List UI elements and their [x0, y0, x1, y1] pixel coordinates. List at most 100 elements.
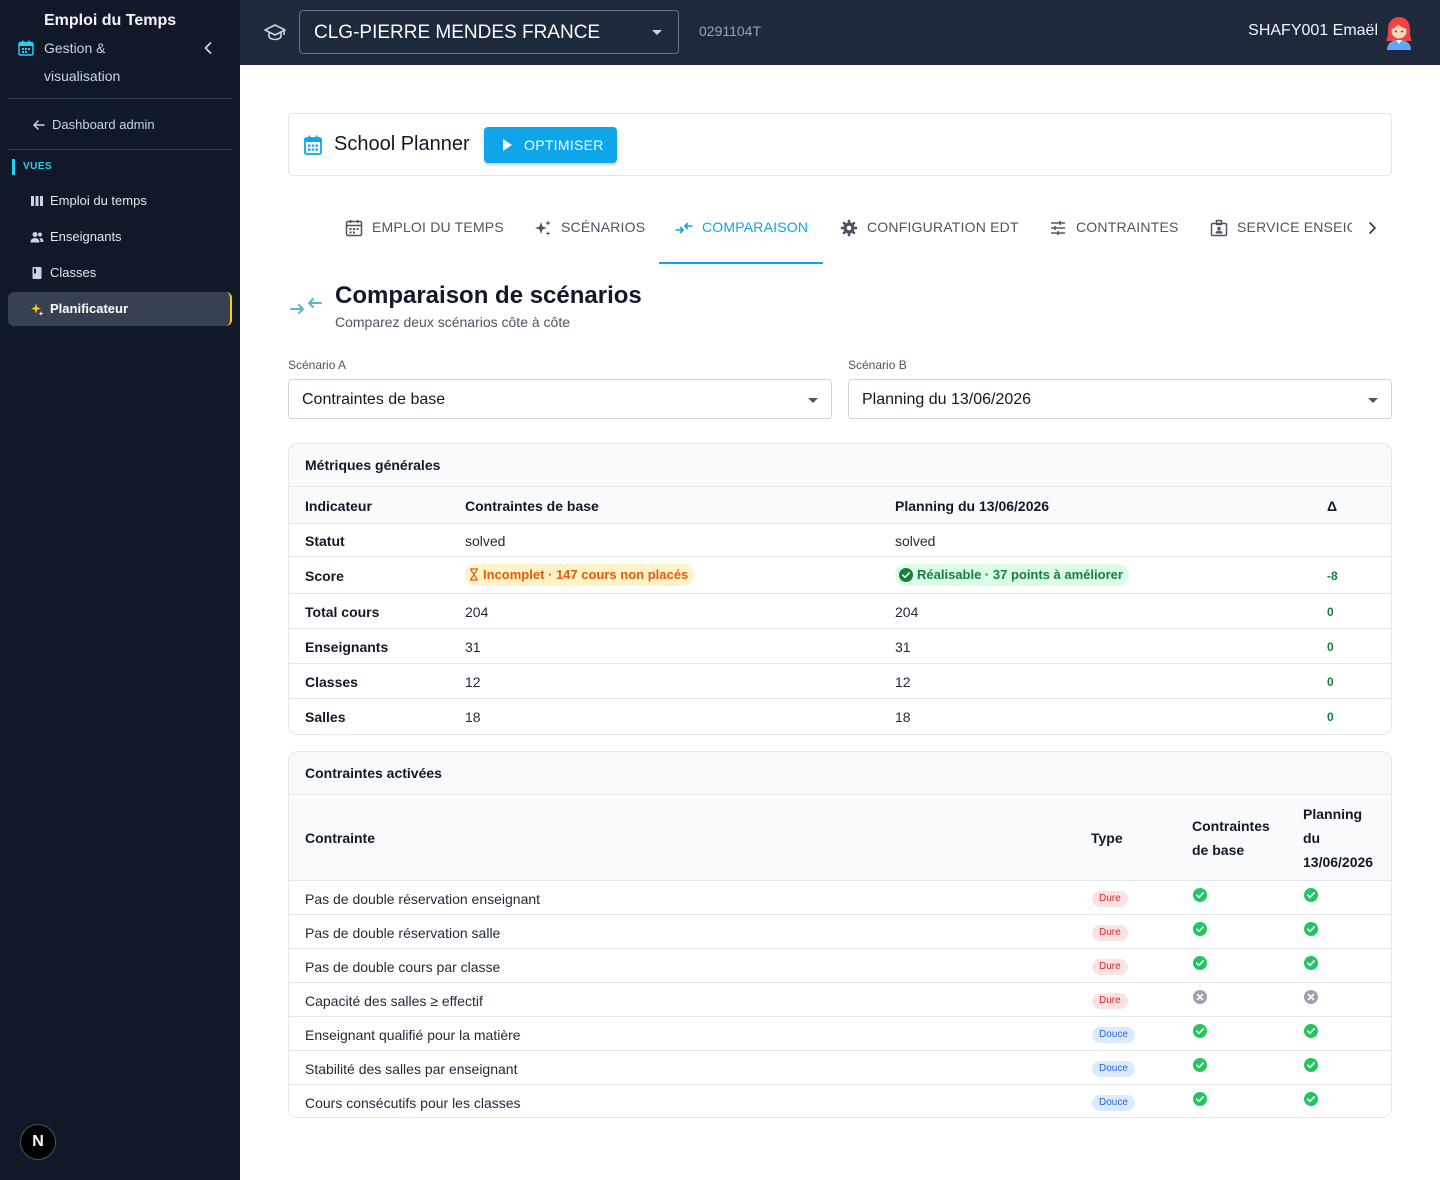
chevron-left-icon[interactable]: [198, 38, 218, 58]
metric-label: Enseignants: [305, 639, 389, 655]
sliders-icon: [1051, 221, 1065, 235]
constraint-name: Stabilité des salles par enseignant: [305, 1061, 518, 1077]
tab-overflow-clip: SERVICE ENSEIG: [1194, 200, 1352, 264]
column-header: Planning: [1303, 806, 1363, 822]
sidebar-item-classes[interactable]: Classes: [8, 256, 232, 290]
score-text-b: Réalisable · 37 points à améliorer: [917, 567, 1123, 582]
metric-value-b: 31: [895, 639, 911, 655]
sidebar-item-emploi-du-temps[interactable]: Emploi du temps: [8, 184, 232, 218]
column-header: Contraintes: [1192, 818, 1270, 834]
tab-service-enseignants[interactable]: SERVICE ENSEIG: [1194, 200, 1352, 264]
metric-delta: 0: [1327, 640, 1334, 654]
table-row: Salles 18 18 0: [289, 699, 1391, 734]
check-circle-icon: [899, 567, 913, 582]
optimize-button-label: OPTIMISER: [524, 137, 604, 153]
constraint-type-badge: Douce: [1092, 1061, 1135, 1077]
constraints-header-row: Contrainte Type Contraintes de base Plan…: [289, 795, 1391, 881]
sidebar-item-planificateur[interactable]: Planificateur: [8, 292, 232, 326]
sidebar-item-label: Planificateur: [50, 301, 129, 316]
x-circle-icon: [1304, 990, 1318, 1004]
metric-label: Total cours: [305, 604, 380, 620]
sidebar-item-label: Emploi du temps: [50, 193, 147, 208]
table-row: Enseignant qualifié pour la matière Douce: [289, 1017, 1391, 1051]
scenario-b-select[interactable]: Planning du 13/06/2026: [848, 379, 1392, 419]
check-circle-icon: [1193, 1092, 1207, 1106]
calendar-icon: [345, 220, 363, 237]
planner-title: School Planner: [334, 133, 470, 155]
constraint-name: Capacité des salles ≥ effectif: [305, 993, 483, 1009]
metrics-card: Métriques générales Indicateur Contraint…: [288, 443, 1392, 735]
tab-emploi-du-temps[interactable]: EMPLOI DU TEMPS: [329, 200, 517, 264]
column-header: de base: [1192, 842, 1245, 858]
school-select[interactable]: CLG-PIERRE MENDES FRANCE: [299, 10, 679, 54]
check-circle-icon: [1193, 956, 1207, 970]
constraint-type-badge: Dure: [1092, 925, 1128, 941]
table-row: Total cours 204 204 0: [289, 594, 1391, 629]
column-header: Indicateur: [305, 498, 372, 514]
check-circle-icon: [1193, 922, 1207, 936]
school-cap-icon: [264, 24, 286, 41]
check-circle-icon: [1304, 888, 1318, 902]
constraints-title: Contraintes activées: [305, 765, 442, 781]
metrics-header-row: Indicateur Contraintes de base Planning …: [289, 487, 1391, 524]
check-circle-icon: [1193, 1058, 1207, 1072]
metric-value-a: 31: [465, 639, 481, 655]
calendar-icon: [304, 135, 322, 155]
sidebar-item-enseignants[interactable]: Enseignants: [8, 220, 232, 254]
metrics-card-header: Métriques générales: [289, 444, 1391, 487]
metric-label: Score: [305, 568, 344, 584]
check-circle-icon: [1304, 1092, 1318, 1106]
scenario-a-label: Scénario A: [288, 358, 347, 372]
constraint-name: Cours consécutifs pour les classes: [305, 1095, 521, 1111]
column-header: Δ: [1327, 498, 1338, 514]
constraint-type-badge: Dure: [1092, 993, 1128, 1009]
metric-value-b: solved: [895, 533, 936, 549]
score-badge-b: Réalisable · 37 points à améliorer: [895, 564, 1129, 586]
check-circle-icon: [1193, 888, 1207, 902]
tab-label: COMPARAISON: [702, 219, 809, 235]
scenario-a-select[interactable]: Contraintes de base: [288, 379, 832, 419]
x-circle-icon: [1193, 990, 1207, 1004]
tab-comparaison[interactable]: COMPARAISON: [659, 200, 823, 264]
constraint-type-badge: Dure: [1092, 891, 1128, 907]
compare-arrows-icon: [675, 222, 693, 234]
metric-value-b: 204: [895, 604, 919, 620]
dev-tools-badge[interactable]: N: [20, 1124, 56, 1160]
table-row: Capacité des salles ≥ effectif Dure: [289, 983, 1391, 1017]
metric-label: Statut: [305, 533, 345, 549]
optimize-button[interactable]: OPTIMISER: [484, 127, 617, 163]
school-select-value: CLG-PIERRE MENDES FRANCE: [314, 22, 601, 43]
sparkles-icon: [535, 220, 551, 236]
table-row: Pas de double réservation enseignant Dure: [289, 881, 1391, 915]
chevron-right-icon[interactable]: [1362, 218, 1382, 238]
tab-scenarios[interactable]: SCÉNARIOS: [518, 200, 658, 264]
sidebar-section-label: VUES: [12, 159, 52, 175]
check-circle-icon: [1304, 1024, 1318, 1038]
check-circle-icon: [1304, 922, 1318, 936]
table-row: Score Incomplet · 147 cours non placés R…: [289, 557, 1391, 594]
hourglass-icon: [470, 568, 478, 581]
metric-value-a: 204: [465, 604, 489, 620]
tab-contraintes[interactable]: CONTRAINTES: [1033, 200, 1193, 264]
metric-value-a: solved: [465, 533, 506, 549]
tab-label: SERVICE ENSEIG: [1237, 219, 1352, 235]
scenario-a-value: Contraintes de base: [302, 391, 446, 408]
metric-value-b: 18: [895, 709, 911, 725]
tab-label: SCÉNARIOS: [561, 219, 646, 235]
user-name: SHAFY001 Emaël: [1248, 22, 1378, 39]
table-row: Stabilité des salles par enseignant Douce: [289, 1051, 1391, 1085]
column-header: du: [1303, 830, 1321, 846]
metric-label: Salles: [305, 709, 346, 725]
book-icon: [32, 267, 42, 279]
dashboard-admin-link[interactable]: Dashboard admin: [8, 100, 232, 150]
avatar[interactable]: [1384, 16, 1414, 50]
tab-configuration-edt[interactable]: CONFIGURATION EDT: [824, 200, 1032, 264]
chevron-down-icon: [808, 398, 818, 403]
calendar-icon: [18, 40, 34, 56]
score-badge-a: Incomplet · 147 cours non placés: [465, 564, 695, 586]
arrow-left-icon: [33, 120, 45, 130]
planner-header-card: School Planner OPTIMISER: [288, 113, 1392, 176]
topbar: CLG-PIERRE MENDES FRANCE 0291104T SHAFY0…: [240, 0, 1440, 65]
table-row: Cours consécutifs pour les classes Douce: [289, 1085, 1391, 1117]
score-text-a: Incomplet · 147 cours non placés: [483, 567, 689, 582]
